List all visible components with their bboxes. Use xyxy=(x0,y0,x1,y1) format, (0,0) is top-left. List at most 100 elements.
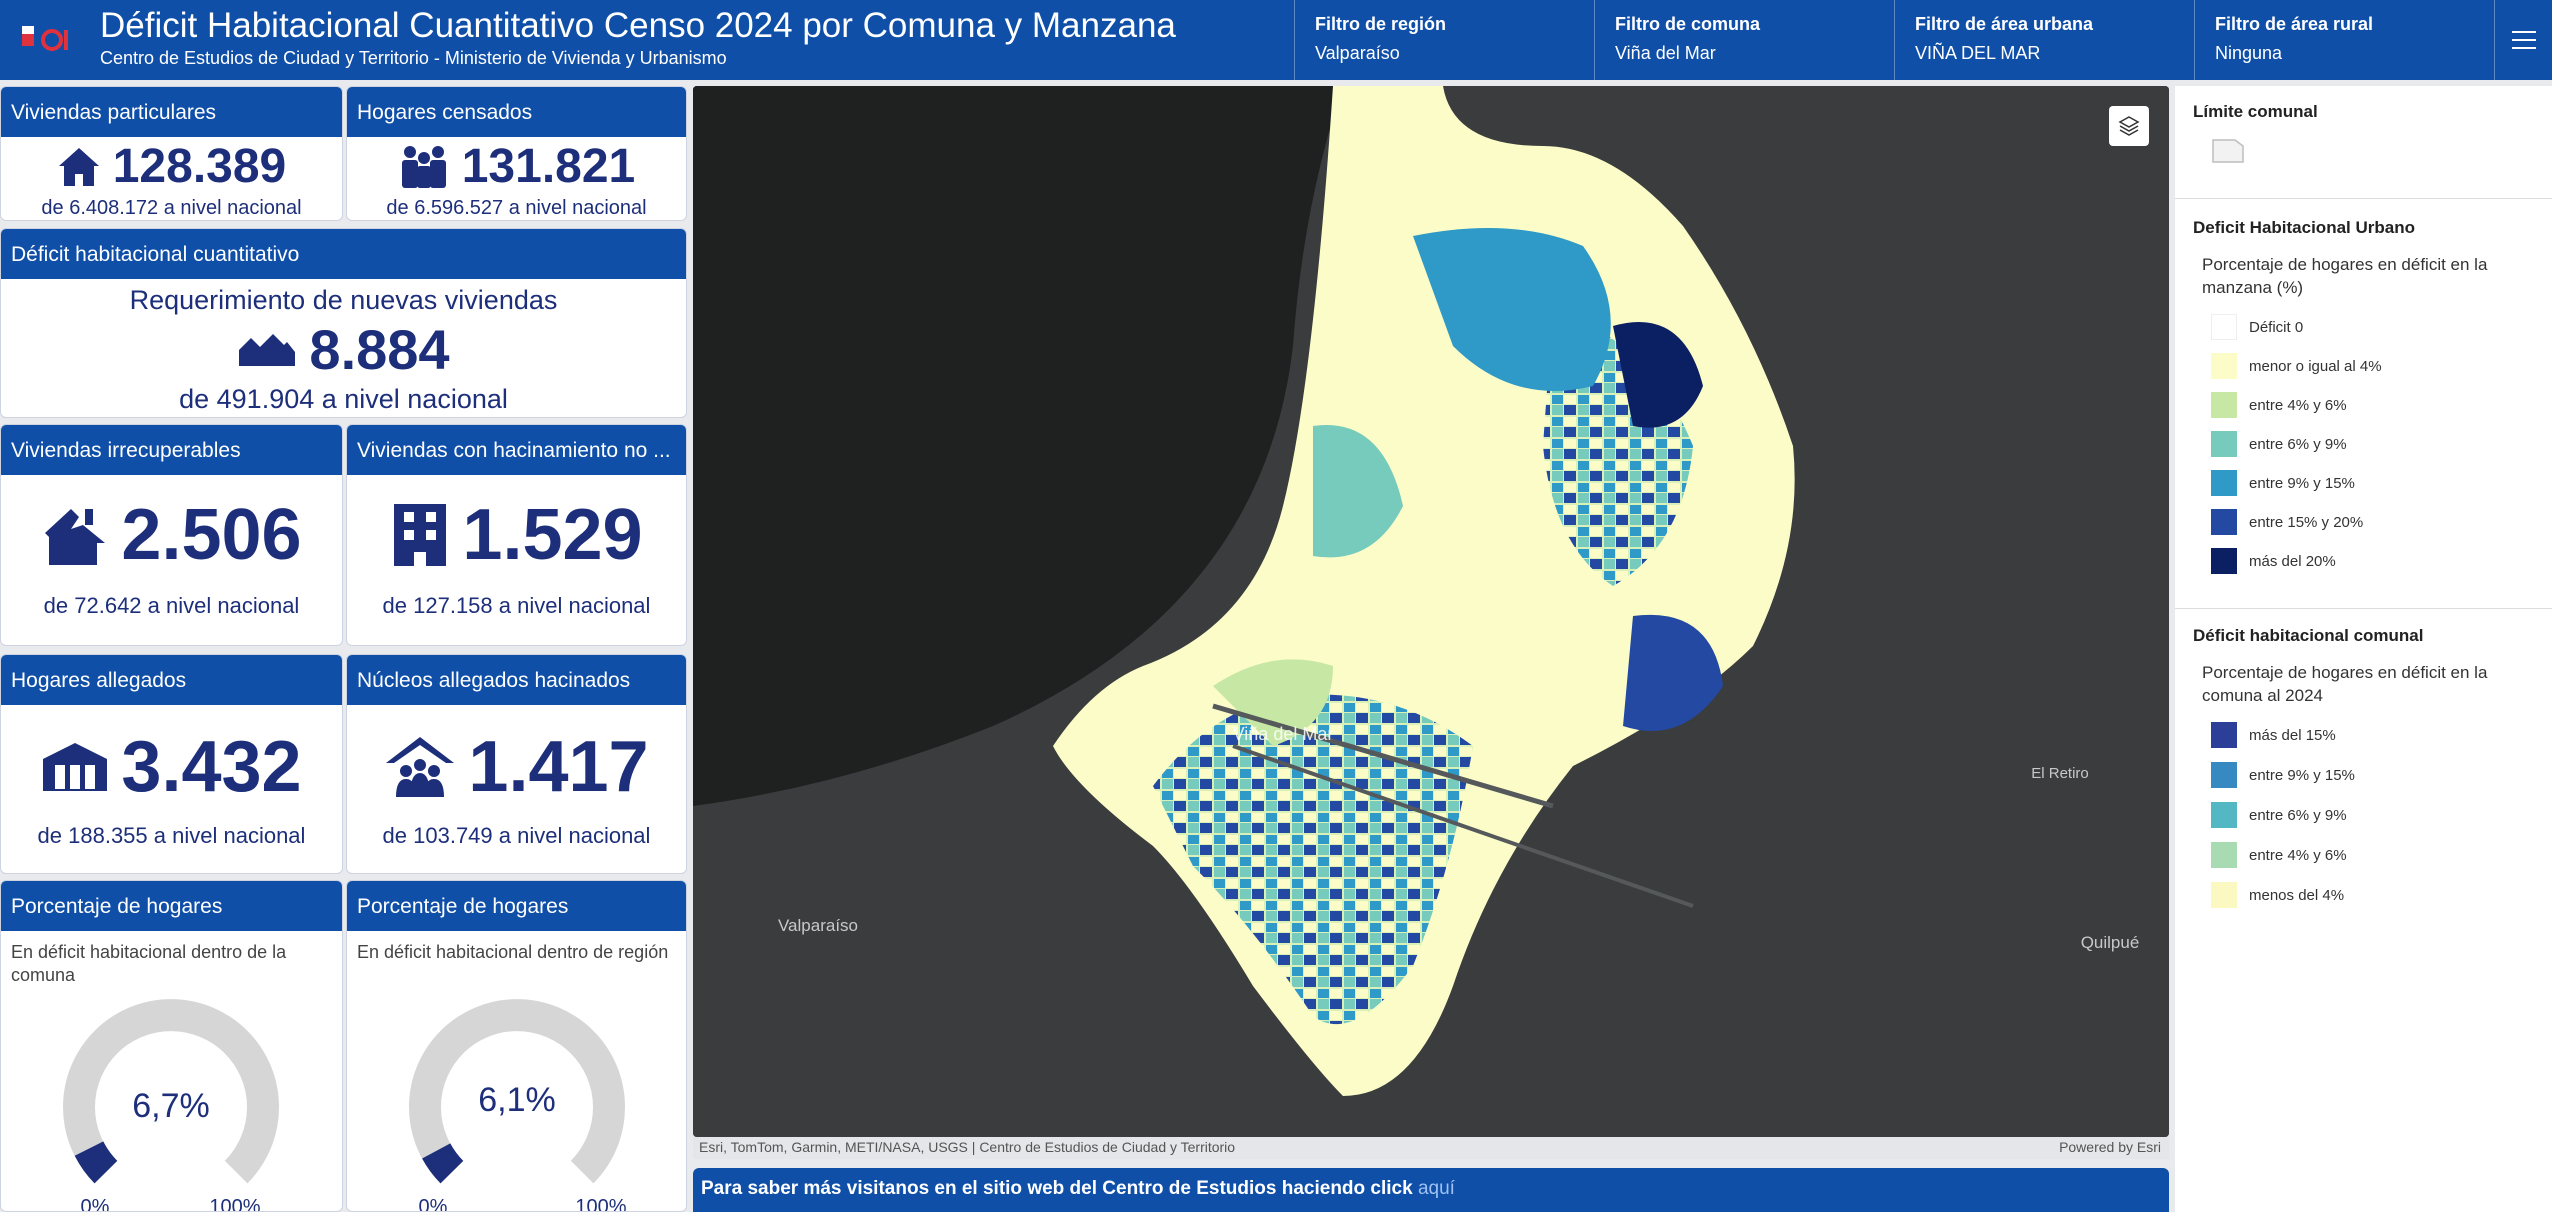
menu-button[interactable] xyxy=(2494,0,2552,80)
gauge-track xyxy=(63,999,279,1184)
color-swatch xyxy=(2211,722,2237,748)
gauge-fill xyxy=(74,1140,118,1184)
stat-value: 8.884 xyxy=(309,318,450,381)
stat-sub: de 72.642 a nivel nacional xyxy=(43,593,300,618)
color-swatch xyxy=(2211,392,2237,418)
map-label-retiro: El Retiro xyxy=(2031,765,2089,782)
filter-rural-area[interactable]: Filtro de área rural Ninguna xyxy=(2194,0,2494,80)
building-icon xyxy=(394,504,447,566)
legend-item: más del 20% xyxy=(2211,548,2336,574)
gauge-card-region: Porcentaje de hogares En déficit habitac… xyxy=(346,880,687,1212)
legend-item: más del 15% xyxy=(2211,722,2336,748)
card-viviendas: Viviendas particulares 128.389 de 6.408.… xyxy=(0,86,343,221)
ocean-area xyxy=(693,86,1343,806)
color-swatch xyxy=(2211,353,2237,379)
polygon-outline-icon xyxy=(2212,139,2244,163)
color-swatch xyxy=(2211,762,2237,788)
info-banner: Para saber más visitanos en el sitio web… xyxy=(693,1168,2169,1212)
card-title: Porcentaje de hogares xyxy=(1,881,342,931)
stat-value: 131.821 xyxy=(461,140,636,193)
header: Déficit Habitacional Cuantitativo Censo … xyxy=(0,0,2552,80)
stat-sub: de 6.596.527 a nivel nacional xyxy=(386,197,647,219)
legend-comunal-desc: Porcentaje de hogares en déficit en la c… xyxy=(2202,663,2488,705)
color-swatch xyxy=(2211,314,2237,340)
crowd-house-icon xyxy=(386,737,455,797)
gauge-max: 100% xyxy=(575,1196,626,1212)
urban-polygon xyxy=(1613,322,1703,428)
gauge-track xyxy=(409,999,625,1184)
legend-item: Déficit 0 xyxy=(2211,314,2303,340)
legend-item: entre 6% y 9% xyxy=(2211,802,2347,828)
stat-sub: de 491.904 a nivel nacional xyxy=(179,384,508,414)
logo-icon xyxy=(22,26,68,51)
road xyxy=(1232,744,1694,908)
urban-polygon xyxy=(1413,228,1611,391)
legend-item: entre 4% y 6% xyxy=(2211,842,2347,868)
legend-urbano-desc: Porcentaje de hogares en déficit en la m… xyxy=(2202,255,2488,297)
gauge-fill xyxy=(422,1142,464,1184)
gauge-min: 0% xyxy=(81,1196,110,1212)
gauge-value: 6,7% xyxy=(132,1087,210,1125)
map-canvas[interactable]: Viña del Mar Valparaíso El Retiro Quilpu… xyxy=(693,86,2169,1137)
legend-item: entre 4% y 6% xyxy=(2211,392,2347,418)
card-title: Viviendas irrecuperables xyxy=(1,425,342,475)
filter-region[interactable]: Filtro de región Valparaíso xyxy=(1294,0,1594,80)
powered-by: Powered by Esri xyxy=(2059,1139,2161,1155)
card-title: Porcentaje de hogares xyxy=(347,881,686,931)
attribution-text: Esri, TomTom, Garmin, METI/NASA, USGS | … xyxy=(699,1139,1236,1155)
stat-value: 1.417 xyxy=(468,727,649,807)
legend-limite-title: Límite comunal xyxy=(2193,102,2318,121)
map-attribution: Esri, TomTom, Garmin, METI/NASA, USGS | … xyxy=(693,1137,2169,1159)
card-title: Viviendas con hacinamiento no ... xyxy=(347,425,686,475)
stat-value: 3.432 xyxy=(121,727,302,807)
family-icon xyxy=(401,146,446,188)
banner-link[interactable]: aquí xyxy=(1417,1178,1455,1199)
card-title: Hogares allegados xyxy=(1,655,342,705)
urban-polygon xyxy=(1213,659,1333,746)
legend-item: entre 15% y 20% xyxy=(2211,509,2363,535)
broken-house-icon xyxy=(45,509,106,565)
stat-sub: de 188.355 a nivel nacional xyxy=(37,823,306,848)
color-swatch xyxy=(2211,882,2237,908)
color-swatch xyxy=(2211,842,2237,868)
urban-blocks-south xyxy=(1153,694,1473,1025)
gauge-min: 0% xyxy=(419,1196,448,1212)
color-swatch xyxy=(2211,431,2237,457)
card-title: Núcleos allegados hacinados xyxy=(347,655,686,705)
hamburger-icon xyxy=(2511,31,2536,49)
legend-urbano-title: Deficit Habitacional Urbano xyxy=(2193,218,2415,237)
legend-comunal-title: Déficit habitacional comunal xyxy=(2193,626,2424,645)
map-label-valparaiso: Valparaíso xyxy=(778,916,858,935)
card-title: Déficit habitacional cuantitativo xyxy=(1,229,686,279)
map-view[interactable]: Viña del Mar Valparaíso El Retiro Quilpu… xyxy=(693,86,2169,1137)
gauge-desc: En déficit habitacional dentro de la com… xyxy=(11,942,287,986)
map-label-quilpue: Quilpué xyxy=(2081,933,2140,952)
color-swatch xyxy=(2211,802,2237,828)
divider xyxy=(2175,198,2552,199)
gauge-desc: En déficit habitacional dentro de región xyxy=(357,942,669,962)
road xyxy=(1212,703,1554,809)
gauge-card-comuna: Porcentaje de hogares En déficit habitac… xyxy=(0,880,343,1212)
filter-comuna[interactable]: Filtro de comuna Viña del Mar xyxy=(1594,0,1894,80)
filter-urban-area[interactable]: Filtro de área urbana VIÑA DEL MAR xyxy=(1894,0,2194,80)
legend-item: entre 9% y 15% xyxy=(2211,470,2355,496)
deficit-caption: Requerimiento de nuevas viviendas xyxy=(129,285,558,315)
gauge-chart: 6,7% 0% 100% xyxy=(63,999,279,1212)
page-title: Déficit Habitacional Cuantitativo Censo … xyxy=(100,6,1176,45)
houses-icon xyxy=(239,334,296,366)
stat-value: 2.506 xyxy=(121,495,302,575)
layers-button[interactable] xyxy=(2109,106,2149,146)
legend-item: entre 6% y 9% xyxy=(2211,431,2347,457)
stat-sub: de 6.408.172 a nivel nacional xyxy=(41,197,302,219)
urban-polygon xyxy=(1623,614,1723,731)
legend-item: menos del 4% xyxy=(2211,882,2344,908)
layers-icon xyxy=(2118,116,2140,136)
gauge-max: 100% xyxy=(209,1196,260,1212)
house-icon xyxy=(58,148,99,186)
map-label-vina: Viña del Mar xyxy=(1233,724,1334,744)
stat-value: 128.389 xyxy=(112,140,287,193)
color-swatch xyxy=(2211,548,2237,574)
stat-sub: de 103.749 a nivel nacional xyxy=(382,823,651,848)
card-title: Hogares censados xyxy=(347,87,686,137)
legend-item: entre 9% y 15% xyxy=(2211,762,2355,788)
